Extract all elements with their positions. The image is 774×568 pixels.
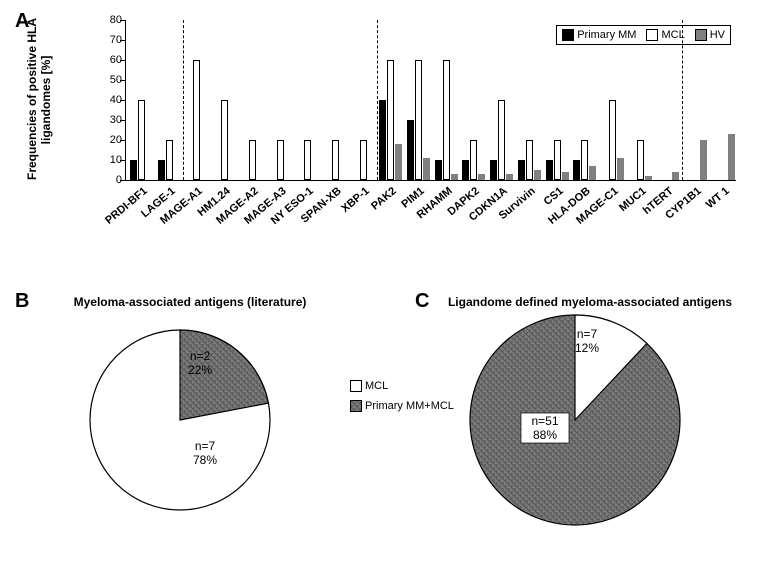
svg-text:n=778%: n=778% bbox=[193, 439, 217, 467]
bar-mcl bbox=[138, 100, 145, 180]
bar-mcl bbox=[443, 60, 450, 180]
bar-primary bbox=[130, 160, 137, 180]
bar-primary bbox=[490, 160, 497, 180]
swatch-hv bbox=[695, 29, 707, 41]
bar-primary bbox=[546, 160, 553, 180]
bar-mcl bbox=[304, 140, 311, 180]
swatch-mcl bbox=[646, 29, 658, 41]
bar-primary bbox=[379, 100, 386, 180]
bar-hv bbox=[589, 166, 596, 180]
ytick-label: 80 bbox=[110, 14, 122, 26]
bar-mcl bbox=[581, 140, 588, 180]
bar-primary bbox=[573, 160, 580, 180]
bar-primary bbox=[158, 160, 165, 180]
bar-mcl bbox=[166, 140, 173, 180]
bar-mcl bbox=[193, 60, 200, 180]
y-axis-label: Frequencies of positive HLA ligandomes [… bbox=[25, 20, 53, 180]
pie-c-title: Ligandome defined myeloma-associated ant… bbox=[440, 295, 740, 309]
bar-mcl bbox=[249, 140, 256, 180]
ytick-label: 0 bbox=[116, 174, 122, 186]
panel-b-label: B bbox=[15, 290, 29, 313]
bar-mcl bbox=[332, 140, 339, 180]
plot-area: Primary MM MCL HV 01020304050607080PRDI-… bbox=[125, 20, 736, 181]
pie-b-title: Myeloma-associated antigens (literature) bbox=[50, 295, 330, 309]
pie-legend-mcl: MCL bbox=[350, 380, 454, 392]
bar-hv bbox=[506, 174, 513, 180]
bar-mcl bbox=[470, 140, 477, 180]
bar-hv bbox=[534, 170, 541, 180]
bar-primary bbox=[435, 160, 442, 180]
pie-legend-both: Primary MM+MCL bbox=[350, 400, 454, 412]
panel-c-label: C bbox=[415, 290, 429, 313]
pie-b: n=778% n=222% bbox=[90, 330, 270, 510]
bar-mcl bbox=[554, 140, 561, 180]
ytick-label: 40 bbox=[110, 94, 122, 106]
bar-mcl bbox=[498, 100, 505, 180]
group-divider bbox=[682, 20, 683, 180]
bar-mcl bbox=[415, 60, 422, 180]
bar-mcl bbox=[526, 140, 533, 180]
bar-mcl bbox=[637, 140, 644, 180]
ytick-label: 60 bbox=[110, 54, 122, 66]
bar-mcl bbox=[387, 60, 394, 180]
bar-primary bbox=[462, 160, 469, 180]
bar-hv bbox=[672, 172, 679, 180]
swatch-primary bbox=[562, 29, 574, 41]
bar-legend: Primary MM MCL HV bbox=[556, 25, 731, 45]
bar-mcl bbox=[609, 100, 616, 180]
svg-text:n=712%: n=712% bbox=[575, 327, 599, 355]
legend-primary: Primary MM bbox=[562, 29, 636, 41]
pie-legend: MCL Primary MM+MCL bbox=[350, 380, 454, 420]
legend-mcl: MCL bbox=[646, 29, 684, 41]
bar-hv bbox=[645, 176, 652, 180]
bar-primary bbox=[518, 160, 525, 180]
bar-mcl bbox=[360, 140, 367, 180]
bar-hv bbox=[395, 144, 402, 180]
bar-hv bbox=[617, 158, 624, 180]
bar-mcl bbox=[277, 140, 284, 180]
bar-mcl bbox=[221, 100, 228, 180]
bar-hv bbox=[728, 134, 735, 180]
ytick-label: 50 bbox=[110, 74, 122, 86]
group-divider bbox=[377, 20, 378, 180]
ytick-label: 70 bbox=[110, 34, 122, 46]
bar-hv bbox=[451, 174, 458, 180]
ytick-label: 20 bbox=[110, 134, 122, 146]
ytick-label: 10 bbox=[110, 154, 122, 166]
bar-primary bbox=[407, 120, 414, 180]
bar-chart: Primary MM MCL HV 01020304050607080PRDI-… bbox=[85, 20, 755, 220]
bar-hv bbox=[562, 172, 569, 180]
bar-hv bbox=[700, 140, 707, 180]
group-divider bbox=[183, 20, 184, 180]
svg-text:n=5188%: n=5188% bbox=[531, 414, 558, 442]
ytick-label: 30 bbox=[110, 114, 122, 126]
bar-hv bbox=[478, 174, 485, 180]
svg-text:n=222%: n=222% bbox=[188, 349, 212, 377]
bar-hv bbox=[423, 158, 430, 180]
pie-c: n=712% n=5188% bbox=[470, 315, 680, 525]
legend-hv: HV bbox=[695, 29, 725, 41]
